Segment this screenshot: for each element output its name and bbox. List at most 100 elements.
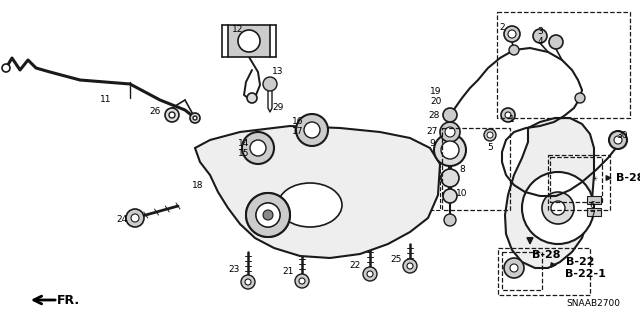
Ellipse shape: [278, 183, 342, 227]
Text: 7: 7: [589, 211, 595, 219]
Bar: [228, 25, 270, 57]
Text: 25: 25: [390, 256, 402, 264]
Circle shape: [505, 112, 511, 118]
Text: 15: 15: [238, 150, 250, 159]
Circle shape: [522, 172, 594, 244]
Text: 19: 19: [430, 87, 442, 97]
Circle shape: [165, 108, 179, 122]
Circle shape: [484, 129, 496, 141]
Circle shape: [304, 122, 320, 138]
Circle shape: [169, 112, 175, 118]
Text: 4: 4: [537, 38, 543, 47]
Text: 22: 22: [349, 261, 360, 270]
Text: 26: 26: [149, 108, 161, 116]
Circle shape: [247, 93, 257, 103]
Bar: [442, 128, 510, 210]
Text: B-22: B-22: [566, 257, 595, 267]
Circle shape: [363, 267, 377, 281]
Text: 3: 3: [537, 27, 543, 36]
Circle shape: [367, 271, 373, 277]
Text: B-28: B-28: [616, 173, 640, 183]
Text: 8: 8: [459, 166, 465, 174]
Circle shape: [131, 214, 139, 222]
Bar: [497, 12, 630, 118]
Text: 16: 16: [292, 117, 304, 127]
Circle shape: [193, 116, 197, 120]
Circle shape: [443, 189, 457, 203]
Text: B-28: B-28: [532, 250, 560, 260]
Text: 10: 10: [456, 189, 468, 198]
Text: 11: 11: [100, 95, 112, 105]
Circle shape: [487, 132, 493, 138]
Text: 20: 20: [430, 98, 442, 107]
Bar: [587, 196, 601, 204]
Text: FR.: FR.: [56, 293, 79, 307]
Text: 9: 9: [429, 139, 435, 149]
Circle shape: [549, 35, 563, 49]
Circle shape: [246, 193, 290, 237]
Circle shape: [551, 201, 565, 215]
Text: 6: 6: [589, 201, 595, 210]
Bar: [498, 248, 590, 295]
Circle shape: [440, 122, 460, 142]
Circle shape: [434, 134, 466, 166]
Circle shape: [407, 263, 413, 269]
Circle shape: [263, 210, 273, 220]
Text: 24: 24: [116, 216, 127, 225]
Bar: [550, 157, 602, 202]
Bar: [502, 252, 542, 290]
Text: 13: 13: [272, 68, 284, 77]
Circle shape: [443, 108, 457, 122]
Text: 21: 21: [282, 268, 294, 277]
Circle shape: [299, 278, 305, 284]
Circle shape: [126, 209, 144, 227]
Circle shape: [2, 64, 10, 72]
Circle shape: [241, 275, 255, 289]
Circle shape: [441, 169, 459, 187]
Circle shape: [296, 114, 328, 146]
Circle shape: [245, 279, 251, 285]
Text: 2: 2: [499, 24, 505, 33]
Circle shape: [190, 113, 200, 123]
Text: 17: 17: [292, 128, 304, 137]
Circle shape: [444, 214, 456, 226]
Text: SNAAB2700: SNAAB2700: [566, 299, 620, 308]
Text: B-22-1: B-22-1: [564, 269, 605, 279]
Circle shape: [533, 29, 547, 43]
Circle shape: [403, 259, 417, 273]
Circle shape: [575, 93, 585, 103]
Circle shape: [295, 274, 309, 288]
Text: 12: 12: [232, 26, 244, 34]
Circle shape: [445, 127, 455, 137]
Bar: [587, 208, 601, 216]
Circle shape: [542, 192, 574, 224]
Circle shape: [256, 203, 280, 227]
Circle shape: [263, 77, 277, 91]
Circle shape: [250, 140, 266, 156]
Circle shape: [510, 264, 518, 272]
Circle shape: [256, 203, 280, 227]
Polygon shape: [195, 126, 440, 258]
Circle shape: [609, 131, 627, 149]
Circle shape: [246, 193, 290, 237]
Circle shape: [238, 30, 260, 52]
Text: 30: 30: [616, 131, 628, 140]
Text: 18: 18: [192, 181, 204, 189]
Text: 29: 29: [272, 103, 284, 113]
Circle shape: [504, 258, 524, 278]
Circle shape: [614, 136, 622, 144]
Text: 5: 5: [487, 144, 493, 152]
Text: 27: 27: [426, 128, 438, 137]
Circle shape: [441, 141, 459, 159]
Circle shape: [509, 45, 519, 55]
Circle shape: [501, 108, 515, 122]
Polygon shape: [505, 118, 594, 268]
Circle shape: [504, 26, 520, 42]
Text: 1: 1: [509, 115, 515, 124]
Bar: [548, 155, 610, 210]
Text: 14: 14: [238, 139, 250, 149]
Text: 23: 23: [228, 265, 240, 275]
Circle shape: [508, 30, 516, 38]
Circle shape: [242, 132, 274, 164]
Text: 28: 28: [428, 110, 440, 120]
